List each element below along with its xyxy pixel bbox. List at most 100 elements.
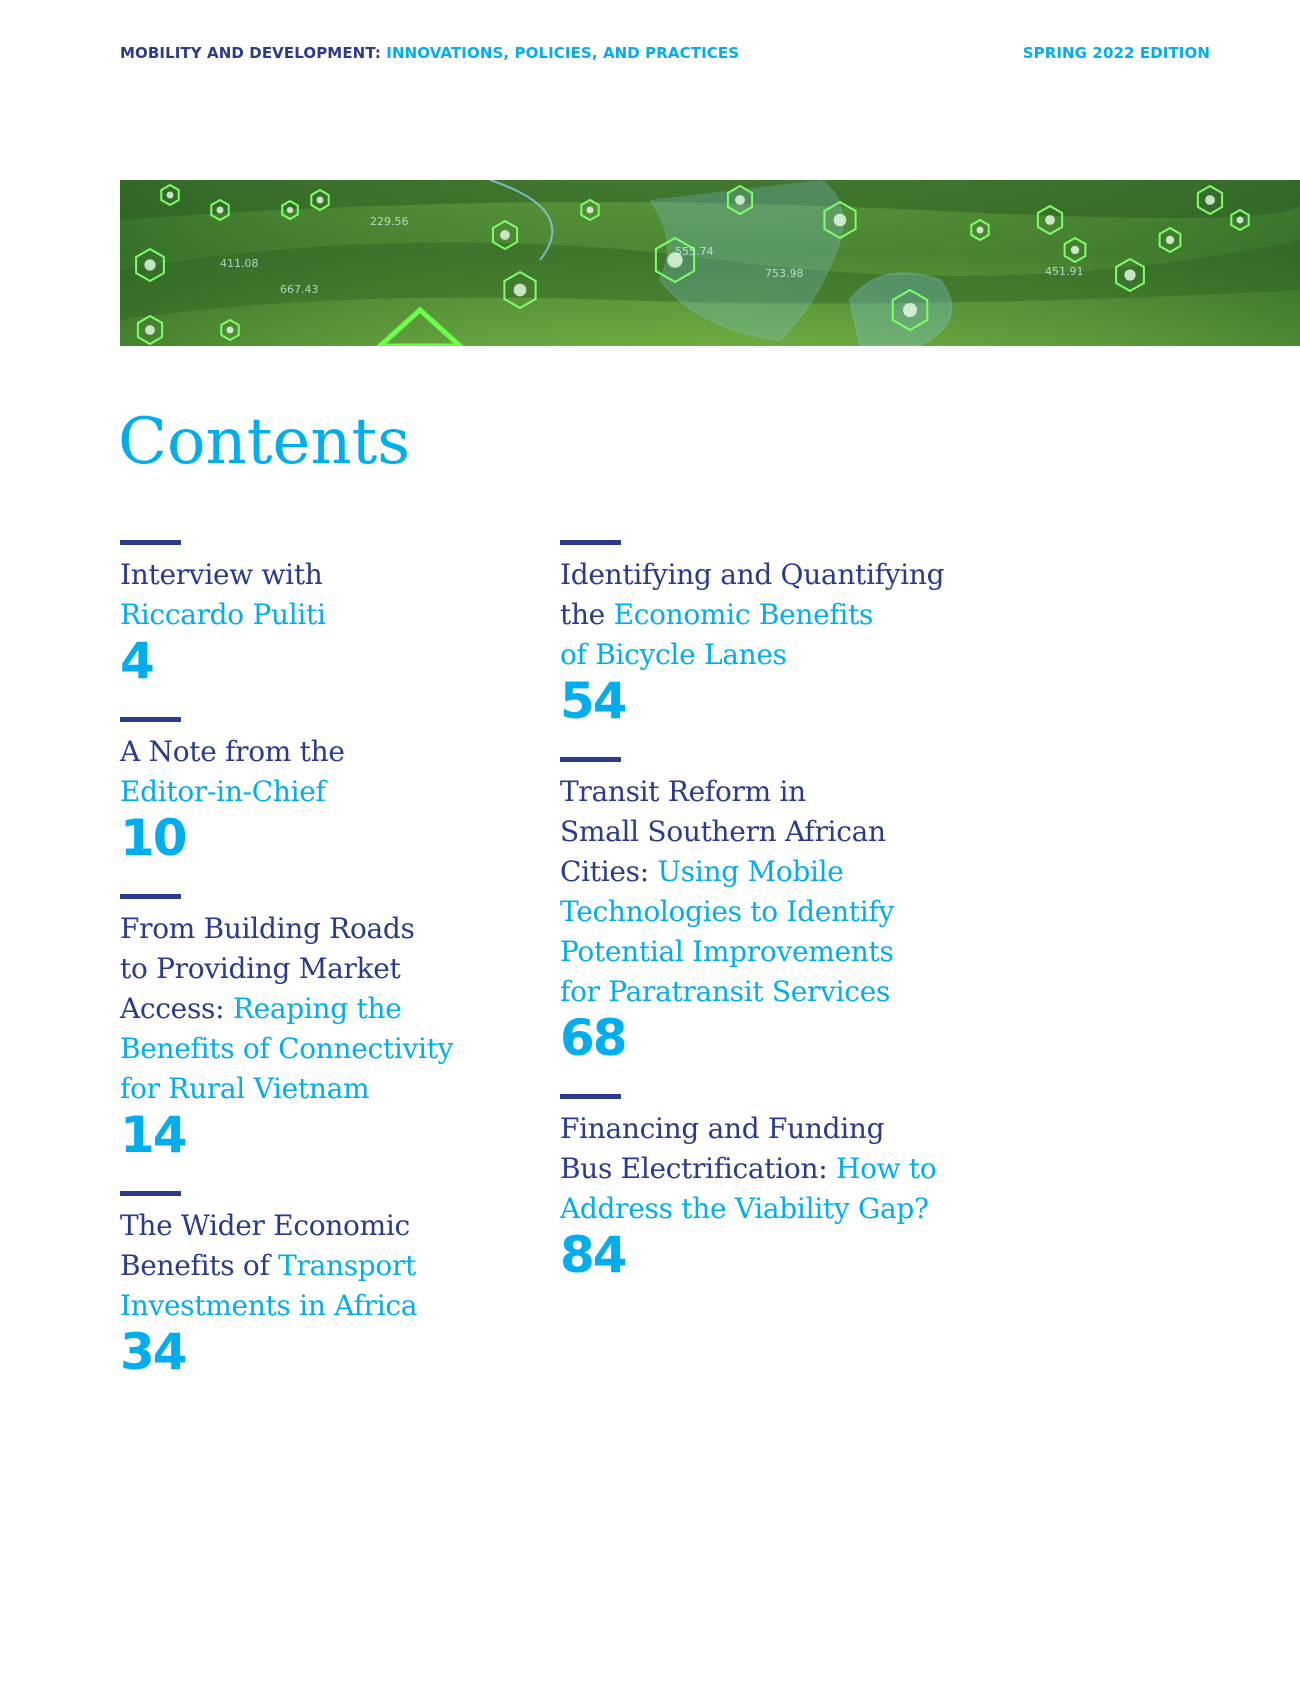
entry-title-text: The Wider Economic <box>120 1209 410 1242</box>
entry-divider <box>120 717 181 722</box>
entry-title-text: Small Southern African <box>560 815 886 848</box>
entry-subtitle-text: Potential Improvements <box>560 935 894 968</box>
entry-divider <box>560 1094 621 1099</box>
hexagon-icon <box>654 236 696 284</box>
entry-subtitle-text: How to <box>835 1152 937 1185</box>
entry-subtitle-text: Address the Viability Gap? <box>560 1192 929 1225</box>
contents-entry[interactable]: From Building Roads to Providing Market Ac… <box>120 894 560 1161</box>
entry-title-line: the Economic Benefits <box>560 595 1000 635</box>
entry-title-line: Address the Viability Gap? <box>560 1189 1000 1229</box>
entry-title-text: Identifying and Quantifying <box>560 558 945 591</box>
series-subtitle: INNOVATIONS, POLICIES, AND PRACTICES <box>386 44 740 62</box>
hexagon-icon <box>1036 204 1064 236</box>
entry-title-line: Investments in Africa <box>120 1286 560 1326</box>
entry-title-line: for Rural Vietnam <box>120 1069 560 1109</box>
entry-subtitle-text: of Bicycle Lanes <box>560 638 787 671</box>
entry-page-number[interactable]: 10 <box>120 809 188 867</box>
entry-title-line: Editor-in-Chief <box>120 772 560 812</box>
entry-page-number[interactable]: 34 <box>120 1323 188 1381</box>
entry-page-number[interactable]: 84 <box>560 1226 628 1284</box>
entry-title-line: A Note from the <box>120 732 560 772</box>
contents-column-right: Identifying and Quantifying the Economic … <box>560 540 1000 1311</box>
contents-column-left: Interview with Riccardo Puliti 4 A Note fro… <box>120 540 560 1408</box>
entry-title-line: Small Southern African <box>560 812 1000 852</box>
hexagon-icon <box>135 247 165 283</box>
page-title: Contents <box>118 405 411 479</box>
banner-number: 411.08 <box>220 257 259 270</box>
entry-subtitle-text: for Paratransit Services <box>560 975 891 1008</box>
entry-title-line: From Building Roads <box>120 909 560 949</box>
contents-entry[interactable]: Transit Reform in Small Southern African C… <box>560 757 1000 1064</box>
hexagon-icon <box>1115 257 1145 293</box>
contents-entry[interactable]: The Wider Economic Benefits of Transport I… <box>120 1191 560 1378</box>
hexagon-icon <box>1230 208 1250 232</box>
entry-page-number[interactable]: 68 <box>560 1009 628 1067</box>
entry-title-line: Benefits of Transport <box>120 1246 560 1286</box>
entry-divider <box>560 757 621 762</box>
banner-number: 667.43 <box>280 283 319 296</box>
contents-entry[interactable]: Financing and Funding Bus Electrification… <box>560 1094 1000 1281</box>
entry-title-line: Technologies to Identify <box>560 892 1000 932</box>
entry-title-line: Cities: Using Mobile <box>560 852 1000 892</box>
banner-number: 753.98 <box>765 267 804 280</box>
entry-title-line: for Paratransit Services <box>560 972 1000 1012</box>
hexagon-icon <box>220 318 240 342</box>
entry-subtitle-text: Investments in Africa <box>120 1289 418 1322</box>
entry-page-number[interactable]: 4 <box>120 632 155 690</box>
entry-title-text: A Note from the <box>120 735 345 768</box>
entry-page-number[interactable]: 14 <box>120 1106 188 1164</box>
hexagon-icon <box>1158 226 1182 254</box>
banner-number: 229.56 <box>370 215 409 228</box>
hexagon-icon <box>891 288 929 332</box>
entry-title-text: Transit Reform in <box>560 775 806 808</box>
hexagon-icon <box>726 184 754 216</box>
entry-subtitle-text: Transport <box>278 1249 416 1282</box>
entry-title-text: Benefits of <box>120 1249 279 1282</box>
entry-divider <box>120 540 181 545</box>
hexagon-icon <box>491 219 519 251</box>
hexagon-icon <box>580 198 600 222</box>
entry-subtitle-text: Benefits of Connectivity <box>120 1032 454 1065</box>
entry-title-line: Identifying and Quantifying <box>560 555 1000 595</box>
entry-title-text: Interview with <box>120 558 323 591</box>
entry-page-number[interactable]: 54 <box>560 672 628 730</box>
hexagon-icon <box>1063 236 1087 264</box>
series-prefix: MOBILITY AND DEVELOPMENT: <box>120 44 381 62</box>
entry-title-line: Benefits of Connectivity <box>120 1029 560 1069</box>
entry-title-text: Bus Electrification: <box>560 1152 836 1185</box>
entry-title-line: Bus Electrification: How to <box>560 1149 1000 1189</box>
hexagon-icon <box>310 188 330 212</box>
edition-label: SPRING 2022 EDITION <box>1022 44 1210 62</box>
hexagon-icon <box>1196 184 1224 216</box>
hexagon-icon <box>970 218 990 242</box>
entry-title-line: Interview with <box>120 555 560 595</box>
entry-title-line: Access: Reaping the <box>120 989 560 1029</box>
entry-subtitle-text: Riccardo Puliti <box>120 598 326 631</box>
entry-subtitle-text: for Rural Vietnam <box>120 1072 370 1105</box>
hexagon-icon <box>823 200 857 240</box>
contents-entry[interactable]: Interview with Riccardo Puliti 4 <box>120 540 560 687</box>
entry-title-line: Financing and Funding <box>560 1109 1000 1149</box>
entry-title-line: of Bicycle Lanes <box>560 635 1000 675</box>
entry-title-line: to Providing Market <box>120 949 560 989</box>
entry-title-line: Potential Improvements <box>560 932 1000 972</box>
entry-subtitle-text: Using Mobile <box>657 855 844 888</box>
entry-title-line: Transit Reform in <box>560 772 1000 812</box>
entry-subtitle-text: Reaping the <box>232 992 402 1025</box>
contents-entry[interactable]: Identifying and Quantifying the Economic … <box>560 540 1000 727</box>
entry-title-text: Cities: <box>560 855 658 888</box>
hexagon-icon <box>281 199 299 221</box>
entry-divider <box>560 540 621 545</box>
entry-subtitle-text: Economic Benefits <box>613 598 874 631</box>
banner-number: 451.91 <box>1045 265 1084 278</box>
entry-title-text: Access: <box>120 992 233 1025</box>
contents-entry[interactable]: A Note from the Editor-in-Chief 10 <box>120 717 560 864</box>
entry-title-text: From Building Roads <box>120 912 415 945</box>
hexagon-icon <box>160 183 180 207</box>
entry-subtitle-text: Technologies to Identify <box>560 895 894 928</box>
entry-subtitle-text: Editor-in-Chief <box>120 775 326 808</box>
entry-title-text: Financing and Funding <box>560 1112 885 1145</box>
hexagon-icon <box>503 270 537 310</box>
running-header: MOBILITY AND DEVELOPMENT: INNOVATIONS, P… <box>120 44 739 62</box>
entry-divider <box>120 894 181 899</box>
